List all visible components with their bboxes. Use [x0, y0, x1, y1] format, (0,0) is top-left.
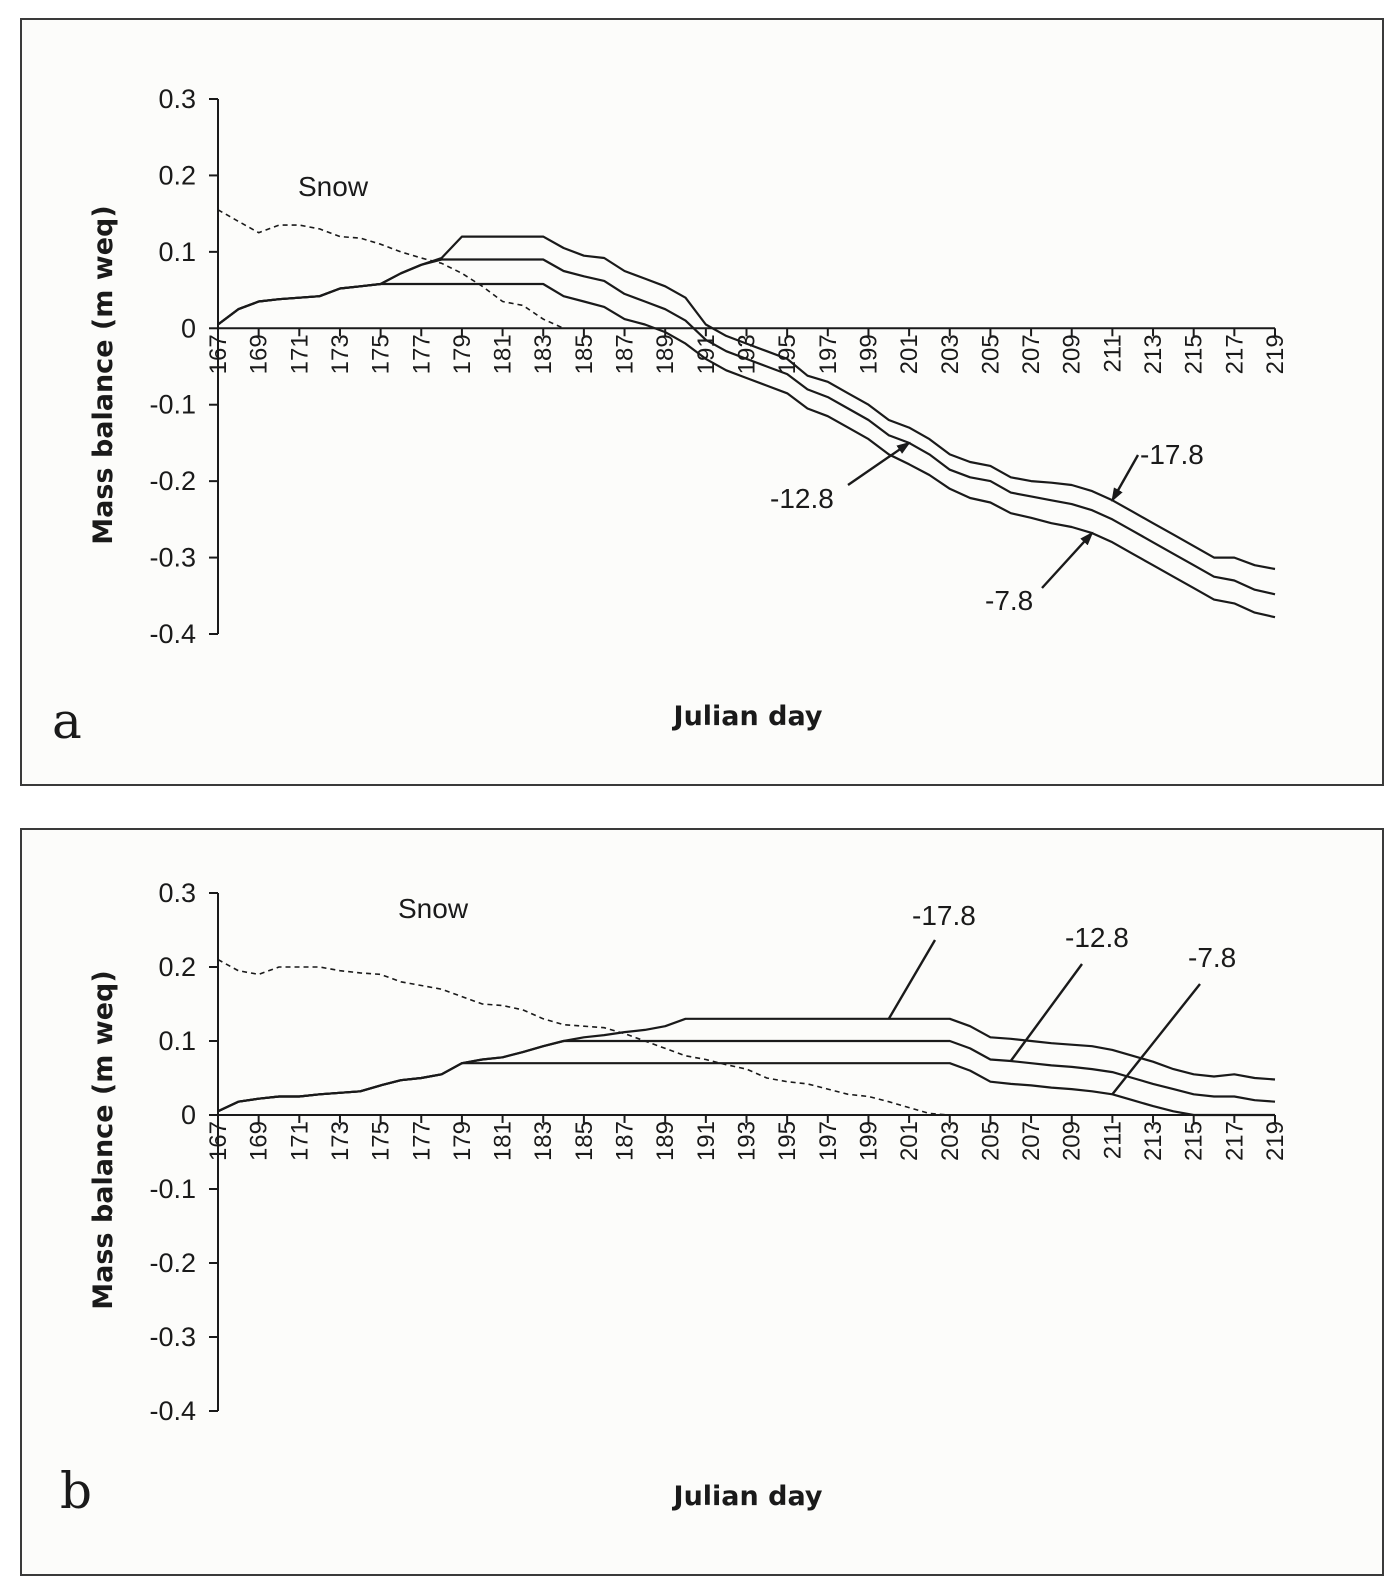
y-tick-label: 0.3 [158, 84, 196, 114]
x-tick-label: 217 [1221, 334, 1248, 374]
x-tick-label: 177 [408, 334, 435, 374]
annotation-arrow [1041, 531, 1094, 589]
x-tick-label: 189 [652, 334, 679, 374]
annotation-arrow [1111, 983, 1201, 1096]
x-axis-title: Julian day [672, 1481, 823, 1512]
x-tick-label: 189 [652, 1121, 679, 1161]
y-tick-label: 0 [181, 313, 196, 343]
x-tick-label: 213 [1140, 334, 1167, 374]
x-tick-label: 171 [286, 334, 313, 374]
x-tick-label: 187 [612, 334, 639, 374]
annotation-label: -7.8 [985, 585, 1033, 616]
x-tick-label: 201 [896, 334, 923, 374]
x-tick-label: 185 [571, 1121, 598, 1161]
y-tick-label: 0.1 [158, 1026, 196, 1056]
x-tick-label: 213 [1140, 1121, 1167, 1161]
x-tick-label: 209 [1059, 1121, 1086, 1161]
series-line-neg7-8 [217, 282, 1276, 619]
y-tick-label: 0.2 [158, 160, 196, 190]
y-tick-label: -0.2 [149, 1248, 196, 1278]
annotation-label: -12.8 [1065, 922, 1129, 953]
x-tick-label: 199 [855, 334, 882, 374]
x-tick-label: 211 [1099, 1121, 1126, 1159]
x-tick-label: 183 [530, 334, 557, 374]
x-axis-title: Julian day [672, 701, 823, 732]
x-tick-label: 191 [693, 1121, 720, 1161]
annotation-label: -17.8 [912, 900, 976, 931]
x-tick-label: 181 [490, 334, 517, 374]
series-line-neg12-8 [217, 258, 1276, 596]
x-tick-label: 195 [774, 1121, 801, 1161]
x-tick-label: 209 [1059, 334, 1086, 374]
y-axis-title: Mass balance (m weq) [88, 205, 119, 544]
x-tick-label: 217 [1221, 1121, 1248, 1161]
x-tick-label: 205 [977, 1121, 1004, 1161]
x-tick-label: 219 [1262, 334, 1289, 374]
x-tick-label: 167 [205, 1121, 232, 1161]
y-tick-label: 0.1 [158, 237, 196, 267]
x-tick-label: 207 [1018, 1121, 1045, 1161]
x-tick-label: 177 [408, 1121, 435, 1161]
x-tick-label: 167 [205, 334, 232, 374]
series-line-neg7-8 [217, 1062, 1275, 1117]
x-tick-label: 215 [1181, 334, 1208, 374]
annotation-label: -12.8 [770, 483, 834, 514]
x-tick-label: 197 [815, 334, 842, 374]
x-tick-label: 179 [449, 334, 476, 374]
series-line-neg17-8 [217, 235, 1276, 571]
x-tick-label: 175 [368, 334, 395, 374]
x-tick-label: 169 [246, 334, 273, 374]
y-tick-label: -0.2 [149, 466, 196, 496]
x-tick-label: 197 [815, 1121, 842, 1161]
annotation-arrow [1009, 963, 1083, 1062]
x-tick-label: 199 [855, 1121, 882, 1161]
x-tick-label: 193 [734, 1121, 761, 1161]
x-tick-label: 171 [286, 1121, 313, 1161]
x-tick-label: 187 [612, 1121, 639, 1161]
annotation-arrow [847, 441, 911, 486]
x-tick-label: 185 [571, 334, 598, 374]
x-tick-label: 173 [327, 334, 354, 374]
y-tick-label: -0.4 [149, 1396, 196, 1426]
panel-letter: b [60, 1462, 92, 1520]
y-tick-label: -0.1 [149, 1174, 196, 1204]
y-axis-title: Mass balance (m weq) [88, 970, 119, 1309]
x-tick-label: 183 [530, 1121, 557, 1161]
annotation-arrow [887, 939, 937, 1020]
y-tick-label: 0.2 [158, 952, 196, 982]
x-tick-label: 205 [977, 334, 1004, 374]
y-tick-label: 0 [181, 1100, 196, 1130]
series-line-neg17-8 [217, 1017, 1276, 1113]
y-tick-label: 0.3 [158, 878, 196, 908]
y-tick-label: -0.3 [149, 1322, 196, 1352]
x-tick-label: 215 [1181, 1121, 1208, 1161]
annotation-label: -7.8 [1188, 942, 1236, 973]
x-tick-label: 179 [449, 1121, 476, 1161]
annotation-arrow [1111, 454, 1140, 502]
y-tick-label: -0.4 [149, 619, 196, 649]
x-tick-label: 181 [490, 1121, 517, 1161]
annotation-label: -17.8 [1140, 439, 1204, 470]
x-tick-label: 175 [368, 1121, 395, 1161]
annotation-label: Snow [298, 171, 369, 202]
panel-a-frame [20, 18, 1384, 786]
series-line-snow [217, 209, 564, 330]
x-tick-label: 173 [327, 1121, 354, 1161]
y-tick-label: -0.3 [149, 543, 196, 573]
y-tick-label: -0.1 [149, 390, 196, 420]
panel-letter: a [52, 692, 82, 750]
panel-b: 0.3 0.2 0.1 0 -0.1 -0.2 -0.3 -0.4 167 169 171 173 17… [60, 878, 1289, 1520]
x-tick-label: 201 [896, 1121, 923, 1161]
x-tick-label: 203 [937, 1121, 964, 1161]
x-tick-label: 219 [1262, 1121, 1289, 1161]
annotation-label: Snow [398, 893, 469, 924]
x-tick-label: 203 [937, 334, 964, 374]
panel-a: 0.3 0.2 0.1 0 -0.1 -0.2 -0.3 -0.4 167 169 171 173 17… [52, 84, 1289, 750]
series-line-snow [217, 958, 950, 1116]
x-tick-label: 169 [246, 1121, 273, 1161]
panel-b-frame [20, 828, 1384, 1576]
x-tick-label: 207 [1018, 334, 1045, 374]
x-tick-label: 211 [1099, 334, 1126, 372]
